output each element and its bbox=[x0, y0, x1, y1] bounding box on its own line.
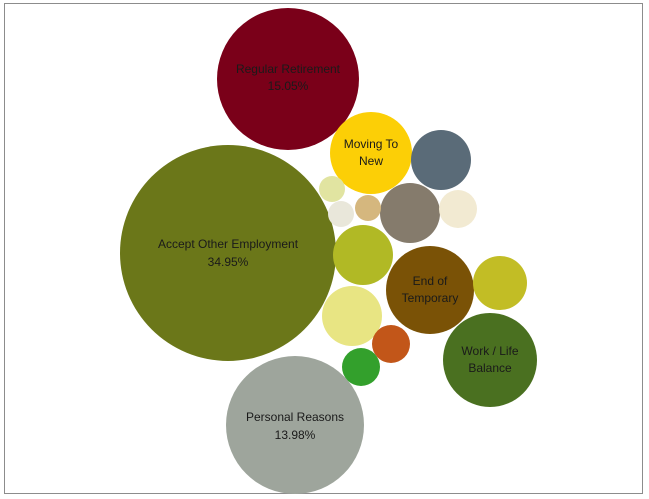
bubble-label-5-0: Work / Life bbox=[461, 344, 518, 358]
bubble-0[interactable] bbox=[120, 145, 336, 361]
bubble-4[interactable]: End of Temporary bbox=[386, 246, 474, 334]
bubble-5[interactable]: Work / Life Balance bbox=[443, 313, 537, 407]
bubble-label-0-0: Accept Other Employment bbox=[158, 237, 299, 251]
bubble-15[interactable] bbox=[319, 176, 345, 202]
bubble-3[interactable]: Moving To New bbox=[330, 112, 412, 194]
bubble-16[interactable] bbox=[328, 201, 354, 227]
bubble-label-1-0: Regular Retirement bbox=[236, 62, 341, 76]
bubble-label-4-0: End of bbox=[413, 274, 448, 288]
bubble-label-0-1: 34.95% bbox=[208, 255, 249, 269]
bubble-14[interactable] bbox=[355, 195, 381, 221]
bubble-label-3-0: Moving To bbox=[344, 137, 399, 151]
bubble-12[interactable] bbox=[342, 348, 380, 386]
bubble-1[interactable] bbox=[217, 8, 359, 150]
bubble-6[interactable] bbox=[411, 130, 471, 190]
bubble-label-5-1: Balance bbox=[468, 361, 512, 375]
bubble-label-2-1: 13.98% bbox=[275, 428, 316, 442]
bubble-label-4-1: Temporary bbox=[402, 291, 459, 305]
bubble-7[interactable] bbox=[380, 183, 440, 243]
bubble-label-3-1: New bbox=[359, 154, 383, 168]
bubble-10[interactable] bbox=[473, 256, 527, 310]
bubble-11[interactable] bbox=[372, 325, 410, 363]
bubble-8[interactable] bbox=[333, 225, 393, 285]
bubble-2[interactable] bbox=[226, 356, 364, 494]
bubble-9[interactable] bbox=[322, 286, 382, 346]
bubble-13[interactable] bbox=[439, 190, 477, 228]
bubble-label-1-1: 15.05% bbox=[268, 79, 309, 93]
bubble-label-2-0: Personal Reasons bbox=[246, 410, 344, 424]
